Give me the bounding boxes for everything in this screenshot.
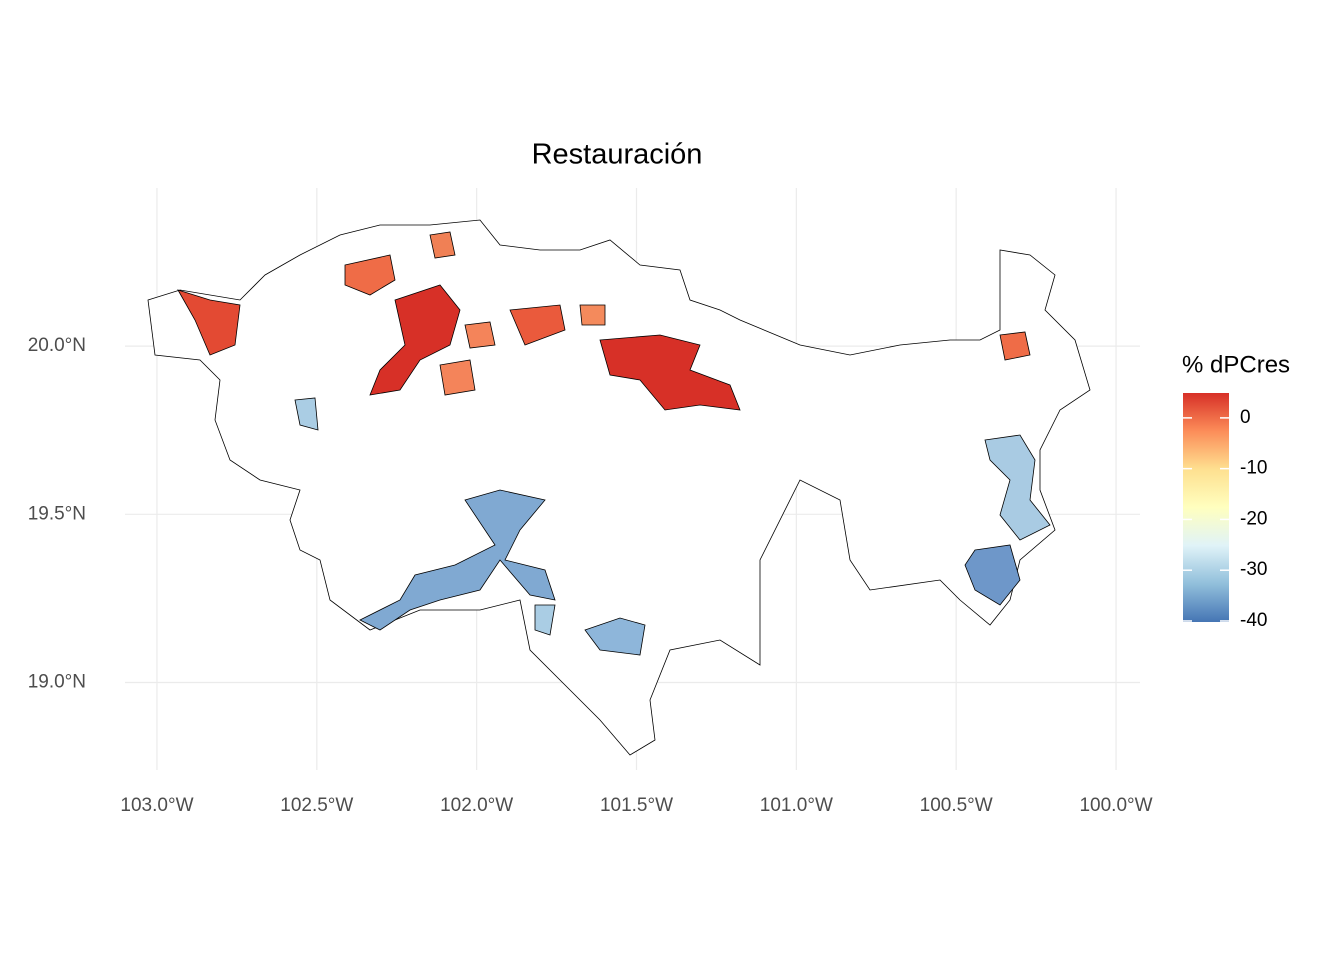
patch (584, 617, 646, 656)
patch (999, 331, 1031, 361)
patch (579, 304, 606, 326)
patch (509, 304, 566, 346)
y-tick-label: 20.0°N (28, 335, 86, 356)
legend-title: % dPCres (1182, 351, 1290, 378)
patch (964, 544, 1021, 606)
x-tick-label: 101.5°W (600, 795, 673, 816)
legend-label: -10 (1240, 458, 1267, 479)
study-area (147, 219, 1091, 756)
patch (344, 254, 396, 296)
colorbar (1183, 393, 1229, 622)
legend-label: -30 (1240, 559, 1267, 580)
patch (439, 359, 476, 396)
patch (534, 604, 556, 636)
x-tick-label: 102.5°W (280, 795, 353, 816)
x-tick-label: 100.0°W (1079, 795, 1152, 816)
legend-label: 0 (1240, 407, 1251, 428)
legend-label: -20 (1240, 508, 1267, 529)
x-tick-label: 101.0°W (760, 795, 833, 816)
patch (369, 284, 461, 396)
patch (429, 231, 456, 259)
chart-title: Restauración (532, 139, 703, 171)
patch (359, 489, 556, 631)
patch (464, 321, 496, 349)
map (147, 219, 1091, 756)
patch (294, 397, 319, 431)
x-tick-label: 103.0°W (120, 795, 193, 816)
x-tick-label: 102.0°W (440, 795, 513, 816)
legend-label: -40 (1240, 610, 1267, 631)
patch (599, 334, 741, 411)
patch (984, 434, 1051, 541)
x-tick-label: 100.5°W (920, 795, 993, 816)
y-tick-label: 19.5°N (28, 503, 86, 524)
patch (177, 289, 241, 356)
y-tick-label: 19.0°N (28, 672, 86, 693)
